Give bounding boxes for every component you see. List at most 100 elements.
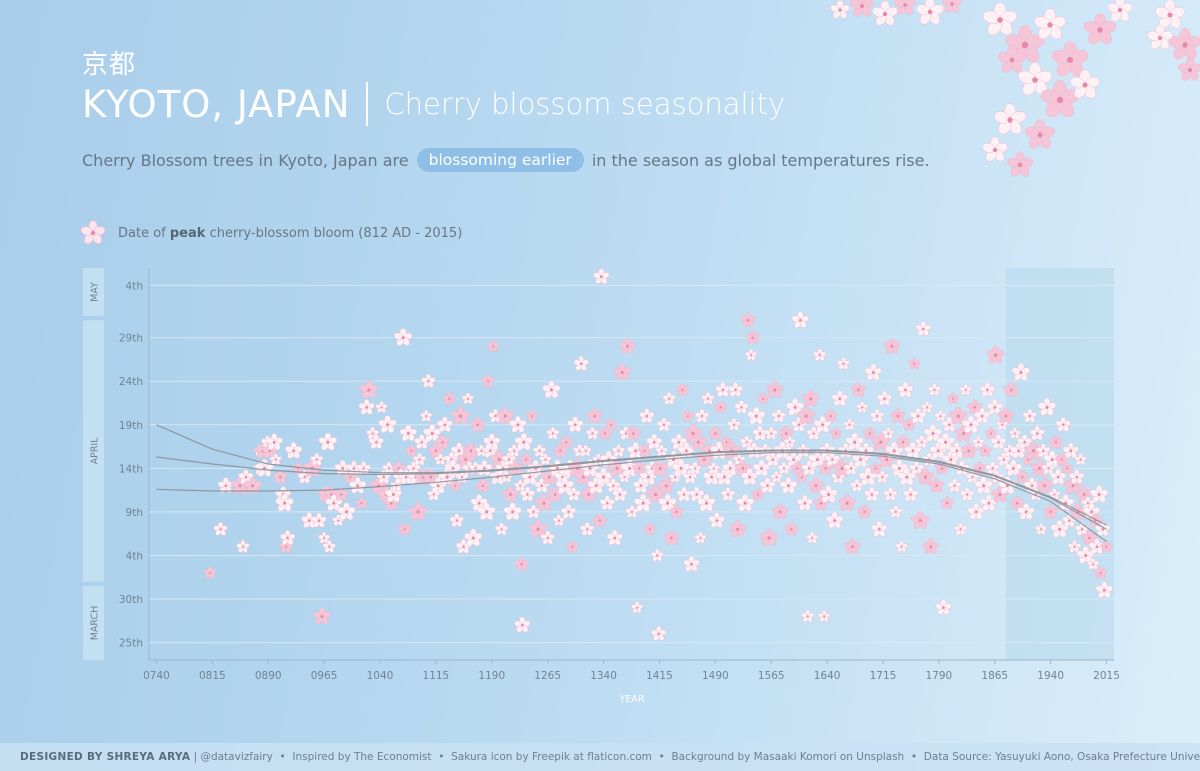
bloom-point <box>676 486 692 502</box>
bloom-point <box>585 426 599 440</box>
bloom-point <box>613 363 631 381</box>
bloom-point <box>586 408 603 423</box>
decor-blossom <box>1040 80 1080 118</box>
bloom-point <box>279 530 296 545</box>
bloom-point <box>960 487 975 501</box>
y-tick-label: 29th <box>119 333 143 345</box>
decor-blossom <box>1051 41 1089 77</box>
bloom-point <box>795 470 808 483</box>
bloom-point <box>756 392 770 405</box>
decor-blossom <box>1007 151 1033 177</box>
bloom-point <box>275 493 294 512</box>
decor-blossom <box>1168 28 1200 60</box>
bloom-point <box>801 609 815 623</box>
bloom-point <box>658 493 677 512</box>
bloom-point <box>967 399 983 415</box>
bloom-point <box>978 444 992 457</box>
bloom-point <box>831 390 848 406</box>
bloom-point <box>655 444 668 457</box>
bloom-point <box>269 453 282 465</box>
bloom-point <box>729 520 747 538</box>
bloom-point <box>876 390 893 406</box>
footer-designer: DESIGNED BY SHREYA ARYA <box>20 751 191 763</box>
bloom-point <box>844 538 861 555</box>
bloom-point <box>838 494 856 511</box>
x-tick-label: 1790 <box>926 670 953 682</box>
bloom-point <box>740 312 756 328</box>
bloom-point <box>525 409 539 422</box>
bloom-point <box>477 502 496 521</box>
bloom-point <box>947 478 962 493</box>
bloom-point <box>929 441 947 459</box>
decor-blossom <box>1017 62 1053 96</box>
bloom-point <box>514 616 531 633</box>
decor-blossom <box>894 0 916 15</box>
description-before: Cherry Blossom trees in Kyoto, Japan are <box>82 150 409 170</box>
bloom-point <box>883 337 901 354</box>
bloom-point <box>1055 416 1071 432</box>
x-axis-title: YEAR <box>619 694 645 705</box>
bloom-point <box>414 434 430 449</box>
bloom-point <box>503 502 522 521</box>
bloom-point <box>796 406 816 425</box>
bloom-point <box>651 459 669 477</box>
decor-blossom <box>982 2 1018 36</box>
bloom-point <box>830 427 843 439</box>
bloom-point <box>606 478 621 493</box>
bloom-point <box>1003 382 1019 397</box>
bloom-point <box>604 418 618 431</box>
x-tick-label: 0965 <box>311 670 338 682</box>
bloom-point <box>519 486 536 502</box>
bloom-point <box>436 416 453 433</box>
bloom-point <box>1015 470 1029 483</box>
bloom-point <box>779 476 798 494</box>
bloom-point <box>643 523 656 535</box>
x-tick-label: 0890 <box>255 670 282 682</box>
bloom-point <box>713 400 728 414</box>
bloom-point <box>681 409 694 422</box>
bloom-point <box>322 539 336 553</box>
bloom-point <box>796 494 813 511</box>
x-tick-label: 1940 <box>1037 670 1064 682</box>
bloom-point <box>559 435 573 449</box>
bloom-point <box>927 383 941 396</box>
bloom-point <box>646 433 663 450</box>
bloom-point <box>1008 427 1021 439</box>
decor-blossom <box>1154 0 1186 29</box>
bloom-point <box>735 493 755 512</box>
bloom-point <box>766 380 784 398</box>
bloom-point <box>1017 502 1035 520</box>
bloom-point <box>916 468 935 485</box>
legend-prefix: Date of <box>118 225 166 241</box>
bloom-point <box>539 453 552 465</box>
bloom-point <box>784 521 799 536</box>
bloom-point <box>818 461 833 475</box>
bloom-point <box>824 409 838 422</box>
bloom-point <box>967 502 985 520</box>
bloom-point <box>979 382 995 397</box>
bloom-point <box>764 426 778 440</box>
bloom-point <box>972 435 985 448</box>
bloom-point <box>546 426 560 440</box>
bloom-point <box>1049 468 1067 485</box>
bloom-point <box>895 540 908 553</box>
bloom-point <box>310 452 324 466</box>
decor-blossom <box>916 0 944 25</box>
bloom-point <box>896 434 911 449</box>
bloom-point <box>890 408 906 423</box>
bloom-point <box>540 530 555 545</box>
bloom-point <box>759 528 779 547</box>
chart-legend: Date of peak cherry-blossom bloom (812 A… <box>80 220 462 246</box>
bloom-point <box>940 496 954 510</box>
bloom-point <box>514 432 534 451</box>
y-tick-label: 4th <box>126 550 143 562</box>
bloom-point <box>368 434 384 449</box>
decor-blossom <box>1024 119 1056 149</box>
bloom-point <box>566 540 579 553</box>
bloom-point <box>475 478 490 493</box>
bloom-point <box>688 461 702 475</box>
bloom-point <box>265 433 283 450</box>
bloom-point <box>359 380 379 399</box>
bloom-point <box>790 461 804 475</box>
y-tick-label: 19th <box>119 420 143 432</box>
